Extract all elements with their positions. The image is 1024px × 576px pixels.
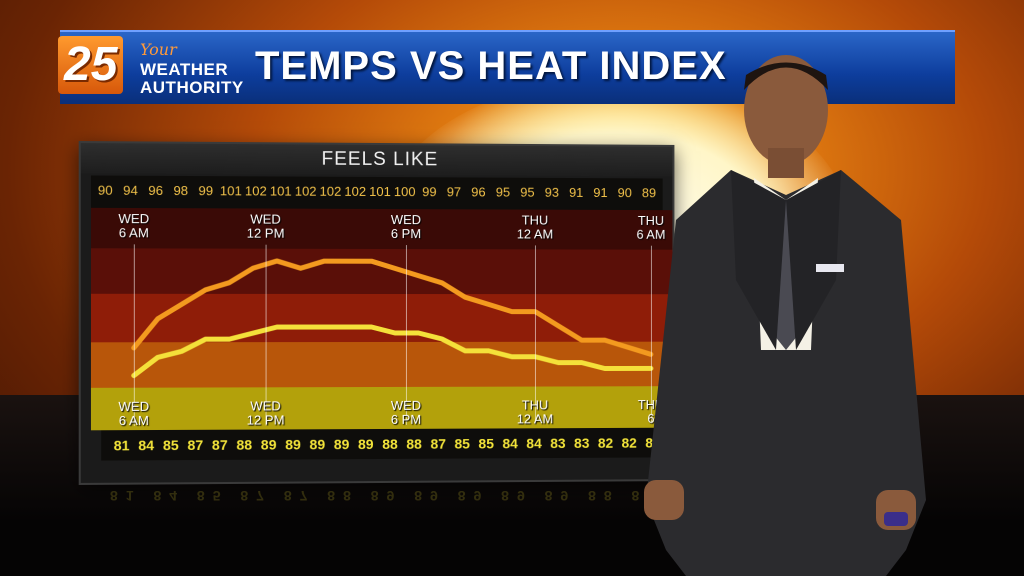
heat-index-value: 96 [148, 182, 164, 199]
heat-index-value: 95 [520, 184, 535, 200]
heat-index-value: 93 [544, 184, 559, 200]
temperature-value: 85 [478, 435, 494, 452]
heat-index-value: 102 [294, 183, 317, 199]
heat-index-value: 95 [495, 184, 511, 200]
bottom-time-label: WED 12 PM [246, 398, 285, 428]
heat-index-value: 96 [471, 184, 486, 200]
panel-title: FEELS LIKE [80, 143, 673, 177]
temperature-value: 87 [211, 436, 228, 453]
temperature-value: 88 [406, 435, 422, 452]
panel-reflection: 81 84 85 87 87 88 89 89 89 89 89 88 88 8… [100, 480, 660, 576]
head [744, 55, 828, 165]
logo-number: 25 [58, 36, 124, 94]
clicker [884, 512, 908, 526]
heat-index-value: 100 [393, 184, 416, 200]
temperature-value: 85 [162, 436, 179, 454]
left-lapel [731, 170, 786, 350]
temperature-value: 84 [502, 435, 518, 452]
hair [744, 62, 828, 90]
heat-index-value: 90 [617, 185, 632, 201]
heat-index-row: 90 94 96 98 99 101 102 101 102 102 102 101 100 99 97 96… [90, 175, 663, 211]
temperature-value: 89 [309, 436, 326, 453]
temperature-value: 82 [621, 434, 637, 451]
temperature-value: 88 [382, 435, 398, 452]
heat-index-value: 101 [369, 183, 391, 200]
top-time-label: THU 12 AM [516, 212, 554, 242]
temperature-value: 84 [138, 437, 155, 454]
heat-index-value: 94 [123, 182, 138, 198]
temperature-value: 89 [260, 436, 277, 453]
heat-index-value: 98 [173, 182, 189, 199]
temperature-value: 81 [113, 437, 130, 454]
heat-index-value: 97 [446, 184, 462, 200]
logo-tagline: Your [140, 40, 177, 59]
presenter-figure [644, 55, 926, 576]
heat-index-value: 101 [269, 183, 292, 199]
temperature-value: 89 [358, 436, 374, 453]
temperature-value: 89 [333, 436, 350, 453]
top-time-label: WED 12 PM [246, 211, 285, 241]
left-hand [644, 480, 684, 520]
temperature-row: 81 84 85 87 87 88 89 89 89 89 89 88 88 87 85 85 84 84 83 83… [101, 427, 673, 461]
bottom-time-label: WED 6 PM [390, 397, 422, 427]
top-time-label: WED 6 AM [118, 210, 150, 241]
heat-index-value: 99 [198, 183, 214, 199]
heat-index-value: 91 [593, 185, 608, 201]
feels-like-panel: FEELS LIKE 90 94 96 98 99 101 102 101 102 102 102 1… [78, 141, 675, 485]
suit-jacket [646, 170, 926, 576]
line-chart [91, 208, 672, 430]
heat-index-value: 101 [219, 183, 242, 199]
heat-index-value: 102 [319, 183, 342, 199]
temperature-value: 83 [574, 435, 590, 451]
temperature-value: 89 [285, 436, 301, 453]
temperature-value: 88 [236, 436, 253, 453]
right-lapel [786, 170, 841, 350]
pocket-square [816, 264, 844, 272]
heat-index-value: 90 [97, 182, 113, 198]
logo-line2: AUTHORITY [140, 78, 244, 97]
logo-line1: WEATHER [140, 60, 229, 79]
station-logo: 25 Your WEATHER AUTHORITY [58, 36, 248, 98]
bottom-time-label: THU 12 AM [516, 397, 554, 427]
heat-index-value: 91 [569, 184, 584, 200]
temperature-value: 82 [597, 434, 614, 451]
temperature-value: 83 [550, 435, 566, 452]
temperature-value: 84 [526, 435, 542, 452]
reflection-numbers: 81 84 85 87 87 88 89 89 89 89 89 88 88 8… [110, 488, 660, 504]
heat-index-value: 102 [244, 183, 267, 199]
heat-index-value: 99 [422, 184, 437, 200]
page-title: TEMPS VS HEAT INDEX [255, 44, 727, 88]
temperature-value: 85 [454, 435, 470, 452]
top-time-label: WED 6 PM [390, 212, 422, 242]
neck [768, 148, 804, 178]
bottom-time-label: WED 6 AM [118, 398, 150, 429]
temperature-value: 87 [430, 435, 446, 452]
heat-index-value: 102 [344, 183, 367, 199]
temperature-value: 87 [187, 436, 204, 454]
